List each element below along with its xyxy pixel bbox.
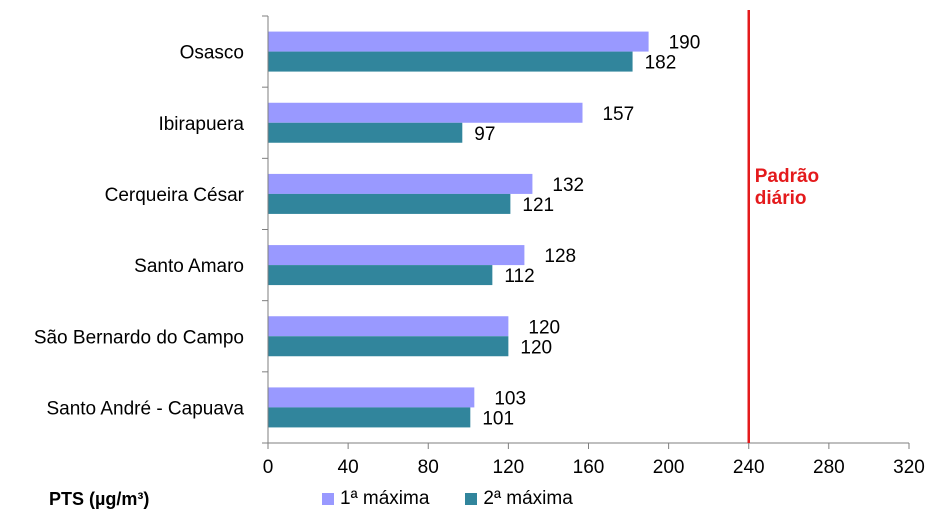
data-label-2-4: 120 xyxy=(520,337,552,358)
bar-1-3 xyxy=(268,245,525,266)
data-label-2-3: 112 xyxy=(504,266,534,287)
data-label-1-2: 132 xyxy=(552,175,584,196)
data-label-1-1: 157 xyxy=(602,104,634,125)
legend-label-series-2: 2ª máxima xyxy=(483,488,573,509)
category-label-4: São Bernardo do Campo xyxy=(34,327,244,348)
category-label-1: Ibirapuera xyxy=(158,114,244,135)
legend-label-series-1: 1ª máxima xyxy=(340,488,430,509)
category-label-2: Cerqueira César xyxy=(105,185,245,206)
data-label-1-5: 103 xyxy=(494,388,526,409)
data-label-2-2: 121 xyxy=(522,195,554,216)
x-tick-label-0: 0 xyxy=(263,457,274,478)
data-label-1-4: 120 xyxy=(528,317,560,338)
category-label-5: Santo André - Capuava xyxy=(46,398,244,419)
category-label-3: Santo Amaro xyxy=(134,256,244,277)
data-label-1-0: 190 xyxy=(669,33,701,54)
reference-layer: Padrão diário xyxy=(747,10,819,443)
legend-item-series-1: 1ª máxima xyxy=(322,488,429,510)
x-tick-label-4: 160 xyxy=(573,457,605,478)
bar-2-0 xyxy=(268,51,633,72)
x-tick-label-1: 40 xyxy=(338,457,359,478)
data-label-2-0: 182 xyxy=(645,53,677,74)
bar-2-1 xyxy=(268,122,463,143)
bar-1-2 xyxy=(268,173,533,194)
legend-swatch-series-2 xyxy=(465,493,478,505)
bar-1-5 xyxy=(268,387,475,408)
bar-1-1 xyxy=(268,102,583,123)
data-label-2-1: 97 xyxy=(474,124,495,145)
x-tick-label-5: 200 xyxy=(653,457,685,478)
data-label-2-5: 101 xyxy=(482,408,514,429)
bar-2-3 xyxy=(268,265,493,286)
x-tick-label-7: 280 xyxy=(813,457,845,478)
x-tick-label-2: 80 xyxy=(418,457,439,478)
x-tick-label-8: 320 xyxy=(893,457,925,478)
bar-2-5 xyxy=(268,407,471,428)
legend-item-series-2: 2ª máxima xyxy=(465,488,573,510)
reference-label-line1: Padrão xyxy=(755,166,819,187)
category-label-0: Osasco xyxy=(180,43,244,64)
bar-1-0 xyxy=(268,31,649,52)
data-label-1-3: 128 xyxy=(544,246,576,267)
x-tick-label-3: 120 xyxy=(493,457,525,478)
legend: 1ª máxima 2ª máxima xyxy=(322,488,609,510)
bar-1-4 xyxy=(268,316,509,337)
x-tick-label-6: 240 xyxy=(733,457,765,478)
reference-label-line2: diário xyxy=(755,188,807,209)
legend-swatch-series-1 xyxy=(322,493,334,505)
unit-label: PTS (µg/m³) xyxy=(49,489,150,509)
bar-2-4 xyxy=(268,336,509,357)
bar-2-2 xyxy=(268,193,511,214)
axis-layer: Osasco Ibirapuera Cerqueira César Santo Ama… xyxy=(34,15,925,478)
